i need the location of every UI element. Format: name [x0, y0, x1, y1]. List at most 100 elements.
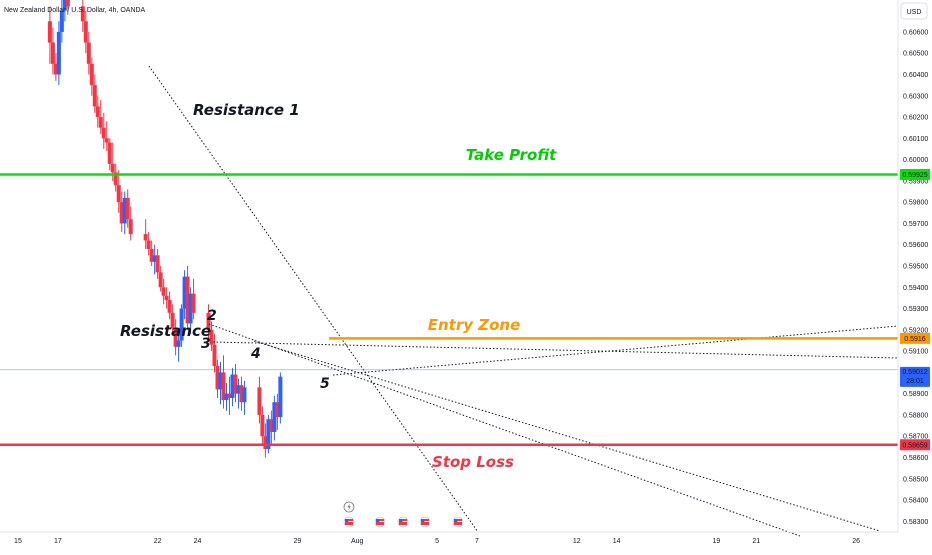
us-flag-event-icon[interactable]: [419, 516, 431, 528]
candle: [122, 191, 127, 235]
time-axis[interactable]: 15 17 22 24 29 Aug 5 7 12 14 19 21 26: [0, 531, 898, 545]
candle: [98, 100, 103, 135]
candle: [221, 355, 226, 409]
us-flag-event-icon[interactable]: [452, 516, 464, 528]
price-tick-label: 0.58300: [903, 519, 928, 526]
candle: [104, 121, 109, 152]
svg-text:28:01: 28:01: [906, 378, 924, 385]
candle: [158, 266, 163, 292]
candle: [170, 304, 175, 335]
stop-loss-label: Stop Loss: [432, 453, 514, 471]
time-tick-label: 26: [852, 538, 860, 545]
candle: [185, 266, 190, 330]
price-tick-label: 0.59500: [903, 264, 928, 271]
price-tick-label: 0.60100: [903, 136, 928, 143]
trendlines-layer: [148, 65, 899, 537]
candle: [119, 191, 124, 232]
price-axis[interactable]: 0.58300 0.58400 0.58500 0.58600 0.58700 0.588…: [897, 0, 932, 550]
annotation-point-4: 4: [250, 346, 261, 362]
price-tick-label: 0.58800: [903, 412, 928, 419]
symbol-title: New Zealand Dollar / U.S. Dollar, 4h, OA…: [4, 7, 146, 14]
price-tick-label: 0.59600: [903, 242, 928, 249]
candle: [272, 395, 277, 441]
time-tick-label: 7: [475, 538, 479, 545]
svg-text:0.5916: 0.5916: [904, 336, 926, 343]
candle: [218, 361, 223, 405]
take-profit-label: Take Profit: [466, 146, 557, 164]
candle: [209, 321, 214, 352]
trendline-3[interactable]: [212, 341, 899, 359]
candle: [143, 219, 148, 249]
price-tick-label: 0.58500: [903, 476, 928, 483]
price-tick-label: 0.59400: [903, 285, 928, 292]
annotation-resistance-1: Resistance 1: [193, 101, 300, 119]
candle: [101, 112, 106, 149]
candle: [125, 189, 130, 228]
candle: [167, 291, 172, 320]
candle: [47, 6, 52, 64]
price-tick-label: 0.60600: [903, 29, 928, 36]
annotation-point-5: 5: [320, 376, 330, 392]
candle: [266, 414, 271, 454]
time-tick-label: Aug: [351, 538, 364, 545]
us-flag-event-icon[interactable]: [397, 516, 409, 528]
price-tick-label: 0.58900: [903, 391, 928, 398]
annotation-resistance: Resistance: [120, 322, 211, 340]
trendline-resistance-1[interactable]: [148, 65, 479, 533]
candle: [176, 329, 181, 362]
candle: [173, 319, 178, 356]
candle: [95, 95, 100, 128]
candle: [257, 376, 262, 424]
candles-layer: [47, 0, 283, 458]
candle: [263, 423, 268, 458]
candle: [65, 0, 70, 15]
candle: [56, 21, 61, 86]
price-tick-label: 0.60300: [903, 93, 928, 100]
annotation-point-3: 3: [201, 336, 211, 352]
price-tick-label: 0.58700: [903, 434, 928, 441]
candle: [269, 410, 274, 445]
candle: [191, 278, 196, 320]
price-tick-label: 0.58600: [903, 455, 928, 462]
time-tick-label: 17: [54, 538, 62, 545]
candle: [233, 363, 238, 403]
svg-text:0.59012: 0.59012: [902, 369, 927, 376]
price-tick-label: 0.59300: [903, 306, 928, 313]
currency-button[interactable]: [900, 2, 928, 20]
price-tick-label: 0.58400: [903, 498, 928, 505]
candle: [50, 27, 55, 75]
candle: [179, 304, 184, 347]
trendline-5[interactable]: [332, 325, 899, 376]
lightning-event-icon[interactable]: [343, 501, 355, 513]
candle: [155, 248, 160, 279]
candle: [278, 372, 283, 424]
price-tick-label: 0.60500: [903, 51, 928, 58]
price-tick-label: 0.59900: [903, 178, 928, 185]
us-flag-event-icon[interactable]: [374, 516, 386, 528]
candle: [113, 163, 118, 192]
candle: [164, 287, 169, 309]
us-flag-event-icon[interactable]: [343, 516, 355, 528]
svg-text:0.59925: 0.59925: [902, 172, 927, 179]
candle: [227, 376, 232, 415]
time-tick-label: 12: [573, 538, 581, 545]
candle: [212, 334, 217, 373]
candle: [161, 278, 166, 305]
price-tick-label: 0.60200: [903, 115, 928, 122]
take-profit-price-tag: 0.59925: [900, 168, 930, 180]
candle: [224, 383, 229, 411]
price-tick-label: 0.59800: [903, 200, 928, 207]
time-tick-label: 15: [14, 538, 22, 545]
candle: [215, 359, 220, 398]
candle: [182, 270, 187, 320]
candle: [206, 304, 211, 339]
price-tick-label: 0.59100: [903, 349, 928, 356]
price-tick-label: 0.59700: [903, 221, 928, 228]
time-tick-label: 22: [154, 538, 162, 545]
price-tick-label: 0.60000: [903, 157, 928, 164]
candle: [107, 138, 112, 171]
candle: [146, 231, 151, 256]
